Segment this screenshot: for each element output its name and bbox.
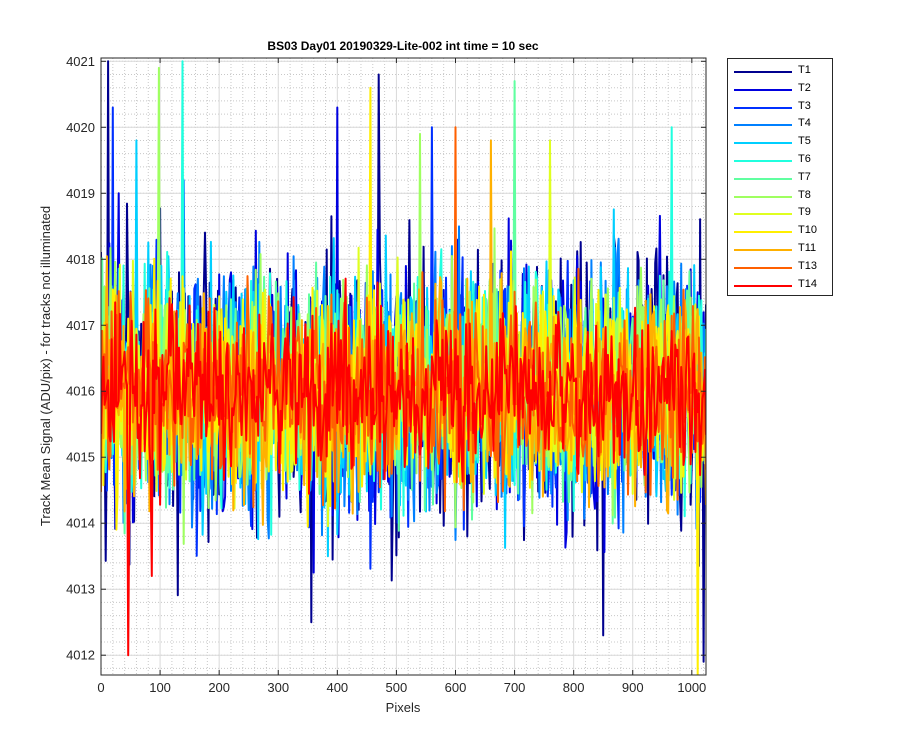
legend-item-t10: T10 — [728, 223, 832, 241]
legend-label: T9 — [798, 206, 811, 219]
legend-swatch — [734, 88, 792, 91]
x-tick-label: 200 — [208, 680, 230, 695]
axis-ticks — [100, 58, 706, 675]
legend-label: T5 — [798, 135, 811, 148]
legend-label: T7 — [798, 170, 811, 183]
x-tick-label: 300 — [267, 680, 289, 695]
legend-swatch — [734, 231, 792, 234]
legend-label: T4 — [798, 117, 811, 130]
x-tick-label: 500 — [386, 680, 408, 695]
legend-label: T10 — [798, 224, 817, 237]
legend-item-t1: T1 — [728, 63, 832, 81]
legend-item-t13: T13 — [728, 259, 832, 277]
plot-area-frame — [100, 57, 707, 676]
legend-swatch — [734, 106, 792, 109]
legend-swatch — [734, 177, 792, 180]
legend-item-t3: T3 — [728, 99, 832, 117]
legend-item-t11: T11 — [728, 241, 832, 259]
x-tick-label: 400 — [326, 680, 348, 695]
legend-swatch — [734, 124, 792, 127]
x-tick-label: 100 — [149, 680, 171, 695]
y-tick-label: 4019 — [66, 186, 95, 201]
legend-item-t5: T5 — [728, 134, 832, 152]
legend-label: T11 — [798, 242, 817, 254]
legend-item-t14: T14 — [728, 277, 832, 295]
legend-item-t7: T7 — [728, 170, 832, 188]
legend-swatch — [734, 284, 792, 287]
legend-label: T6 — [798, 153, 811, 165]
x-tick-label: 0 — [97, 680, 104, 695]
legend-item-t9: T9 — [728, 205, 832, 223]
chart-title: BS03 Day01 20190329-Lite-002 int time = … — [267, 39, 538, 53]
y-tick-label: 4014 — [66, 516, 95, 531]
legend-item-t2: T2 — [728, 81, 832, 99]
legend-label: T13 — [798, 259, 817, 272]
legend-label: T14 — [798, 277, 817, 290]
legend: T1 T2 T3 T4 T5 T6 T7 T8 T9 T10 T11 T13 T14 — [727, 58, 833, 296]
legend-label: T8 — [798, 188, 811, 201]
y-tick-label: 4021 — [66, 54, 95, 69]
series-lines — [101, 60, 706, 675]
legend-swatch — [734, 195, 792, 198]
x-tick-label: 900 — [622, 680, 644, 695]
series-line-t14 — [101, 277, 706, 657]
y-tick-label: 4017 — [66, 318, 95, 333]
x-tick-label: 1000 — [677, 680, 706, 695]
y-tick-label: 4018 — [66, 252, 95, 267]
y-tick-label: 4020 — [66, 120, 95, 135]
legend-label: T1 — [798, 64, 811, 76]
legend-swatch — [734, 71, 792, 73]
x-tick-label: 700 — [504, 680, 526, 695]
y-axis-label: Track Mean Signal (ADU/pix) - for tracks… — [38, 206, 53, 526]
legend-swatch — [734, 213, 792, 216]
legend-item-t6: T6 — [728, 152, 832, 170]
y-tick-label: 4016 — [66, 384, 95, 399]
legend-item-t8: T8 — [728, 188, 832, 206]
legend-swatch — [734, 266, 792, 269]
x-tick-label: 600 — [445, 680, 467, 695]
legend-item-t4: T4 — [728, 116, 832, 134]
legend-swatch — [734, 160, 792, 162]
x-tick-labels: 0 100 200 300 400 500 600 700 800 900 1000 — [97, 680, 706, 695]
x-axis-label: Pixels — [386, 700, 421, 715]
legend-label: T3 — [798, 99, 811, 112]
x-tick-label: 800 — [563, 680, 585, 695]
legend-swatch — [734, 249, 792, 251]
y-tick-label: 4012 — [66, 648, 95, 663]
legend-label: T2 — [798, 81, 811, 94]
legend-swatch — [734, 142, 792, 145]
y-tick-labels: 4012 4013 4014 4015 4016 4017 4018 4019 4020 4021 — [66, 54, 95, 663]
y-tick-label: 4013 — [66, 582, 95, 597]
y-tick-label: 4015 — [66, 450, 95, 465]
